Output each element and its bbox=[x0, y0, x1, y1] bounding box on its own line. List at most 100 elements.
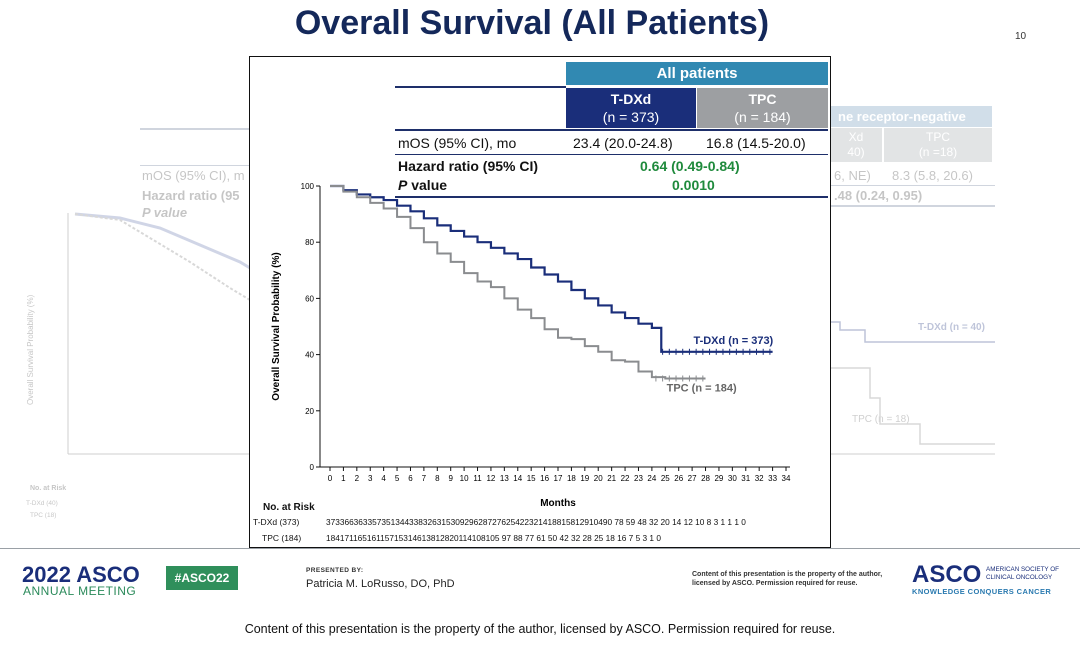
bg-hr-label: Hazard ratio (95 bbox=[142, 188, 240, 203]
x-tick-label-28: 28 bbox=[701, 474, 710, 483]
x-tick-label-24: 24 bbox=[647, 474, 656, 483]
x-tick-label-0: 0 bbox=[328, 474, 333, 483]
bg-tpc-curve-label: TPC (n = 18) bbox=[852, 414, 910, 425]
x-tick-label-34: 34 bbox=[782, 474, 791, 483]
x-tick-label-7: 7 bbox=[422, 474, 427, 483]
table-row-mos-tpc: 16.8 (14.5-20.0) bbox=[706, 135, 806, 151]
x-tick-label-5: 5 bbox=[395, 474, 400, 483]
asco-tagline: KNOWLEDGE CONQUERS CANCER bbox=[912, 587, 1052, 596]
x-tick-label-31: 31 bbox=[741, 474, 750, 483]
bg-col1-header: Xd 40) bbox=[830, 128, 882, 162]
bg-col2-b: (n =18) bbox=[918, 145, 958, 159]
pvalue-label-rest: value bbox=[407, 177, 448, 193]
curve-label-tpc: TPC (n = 184) bbox=[667, 383, 737, 395]
x-tick-label-8: 8 bbox=[435, 474, 440, 483]
table-row-pvalue-label: P value bbox=[398, 177, 447, 193]
x-tick-label-13: 13 bbox=[500, 474, 509, 483]
risk-table-title: No. at Risk bbox=[263, 502, 315, 513]
x-tick-label-9: 9 bbox=[448, 474, 453, 483]
risk-row-values-tdxd: 3733663633573513443383263153092962872762… bbox=[326, 517, 746, 527]
tpc-n: (n = 184) bbox=[734, 109, 791, 125]
y-tick-label-80: 80 bbox=[305, 238, 314, 247]
x-tick-label-10: 10 bbox=[460, 474, 469, 483]
risk-row-label-tpc: TPC (184) bbox=[262, 533, 302, 543]
table-rule-top bbox=[395, 86, 566, 88]
x-tick-label-4: 4 bbox=[381, 474, 386, 483]
x-tick-label-25: 25 bbox=[661, 474, 670, 483]
y-tick-label-40: 40 bbox=[305, 351, 314, 360]
slide-title: Overall Survival (All Patients) bbox=[294, 4, 770, 42]
x-axis-label: Months bbox=[540, 498, 576, 509]
km-curve-labels: T-DXd (n = 373) TPC (n = 184) bbox=[667, 335, 774, 395]
bg-col2-a: TPC bbox=[926, 130, 950, 144]
bg-mos-label: mOS (95% CI), m bbox=[142, 168, 245, 183]
bg-mos-value-partial: 6, NE) bbox=[834, 168, 871, 183]
table-rule-bottom bbox=[395, 196, 828, 198]
footer-rule bbox=[0, 548, 1080, 549]
tdxd-n: (n = 373) bbox=[602, 109, 660, 125]
x-tick-label-11: 11 bbox=[473, 474, 482, 483]
x-tick-label-23: 23 bbox=[634, 474, 643, 483]
table-row-mos-tdxd: 23.4 (20.0-24.8) bbox=[573, 135, 673, 151]
table-rule-row1 bbox=[395, 154, 828, 155]
x-tick-label-2: 2 bbox=[355, 474, 360, 483]
bg-rule-mid bbox=[140, 165, 250, 166]
bg-col2-header: TPC (n =18) bbox=[884, 128, 992, 162]
x-tick-label-16: 16 bbox=[540, 474, 549, 483]
table-header-tdxd: T-DXd (n = 373) bbox=[566, 88, 696, 128]
x-tick-label-17: 17 bbox=[554, 474, 563, 483]
bg-pvalue-label: P value bbox=[142, 205, 188, 220]
x-tick-label-18: 18 bbox=[567, 474, 576, 483]
x-tick-label-29: 29 bbox=[714, 474, 723, 483]
bottom-copyright: Content of this presentation is the prop… bbox=[244, 622, 836, 636]
bg-rule-top bbox=[140, 128, 250, 130]
bg-no-at-risk: No. at Risk bbox=[30, 485, 67, 492]
pvalue-italic-p: P bbox=[398, 177, 408, 193]
x-tick-label-22: 22 bbox=[621, 474, 630, 483]
km-series-group bbox=[330, 184, 773, 382]
x-tick-label-14: 14 bbox=[513, 474, 522, 483]
curve-label-tdxd: T-DXd (n = 373) bbox=[693, 335, 773, 347]
x-tick-label-26: 26 bbox=[674, 474, 683, 483]
bg-col1-a: Xd bbox=[848, 130, 864, 144]
x-tick-label-32: 32 bbox=[755, 474, 764, 483]
table-header-tpc: TPC (n = 184) bbox=[697, 88, 828, 128]
bg-tdxd-row-label: T-DXd (40) bbox=[26, 500, 58, 507]
bg-rule-mid-right bbox=[830, 185, 995, 186]
asco-society-name: AMERICAN SOCIETY OF CLINICAL ONCOLOGY bbox=[986, 566, 1060, 581]
x-tick-label-15: 15 bbox=[527, 474, 536, 483]
risk-row-label-tdxd: T-DXd (373) bbox=[253, 517, 300, 527]
bg-col1-b: 40) bbox=[847, 145, 865, 159]
tpc-name: TPC bbox=[748, 91, 777, 107]
x-tick-label-12: 12 bbox=[486, 474, 495, 483]
table-row-hr-label: Hazard ratio (95% CI) bbox=[398, 158, 539, 174]
asco-logo: ASCO bbox=[912, 561, 982, 588]
km-curve-tdxd bbox=[330, 184, 773, 353]
bg-hr-value: .48 (0.24, 0.95) bbox=[834, 188, 923, 203]
table-row-pvalue-value: 0.0010 bbox=[672, 177, 715, 193]
x-tick-label-1: 1 bbox=[341, 474, 346, 483]
bg-header: ne receptor-negative bbox=[830, 106, 992, 127]
table-row-mos-label: mOS (95% CI), mo bbox=[398, 135, 517, 151]
meeting-name: ANNUAL MEETING bbox=[23, 584, 137, 598]
y-tick-label-60: 60 bbox=[305, 294, 314, 303]
copyright-small: Content of this presentation is the prop… bbox=[692, 571, 883, 587]
table-group-header: All patients bbox=[566, 62, 828, 85]
y-tick-label-100: 100 bbox=[301, 182, 315, 191]
x-tick-label-33: 33 bbox=[768, 474, 777, 483]
y-tick-label-20: 20 bbox=[305, 407, 314, 416]
meeting-year-logo: 2022 ASCO bbox=[22, 562, 140, 587]
bg-mos-value-tpc: 8.3 (5.8, 20.6) bbox=[892, 168, 973, 183]
bg-tpc-row-label: TPC (18) bbox=[30, 512, 57, 519]
x-tick-label-21: 21 bbox=[607, 474, 616, 483]
x-tick-label-20: 20 bbox=[594, 474, 603, 483]
x-tick-label-6: 6 bbox=[408, 474, 413, 483]
hashtag-badge: #ASCO22 bbox=[166, 566, 238, 590]
table-rule-header bbox=[395, 129, 828, 131]
y-axis-label: Overall Survival Probability (%) bbox=[271, 252, 282, 400]
bg-rule-bottom-right bbox=[830, 205, 995, 207]
x-tick-label-3: 3 bbox=[368, 474, 373, 483]
x-tick-label-27: 27 bbox=[688, 474, 697, 483]
